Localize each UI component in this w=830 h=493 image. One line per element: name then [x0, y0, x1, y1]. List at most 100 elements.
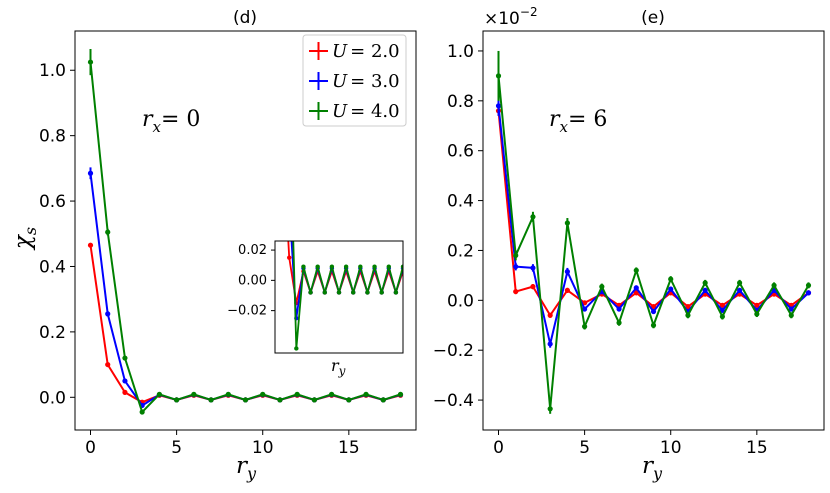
panel-d-series-U40-point-2 — [122, 355, 128, 361]
inset-series-U40-point-12 — [358, 264, 363, 269]
panel-e-series-U30-point-17 — [788, 306, 794, 312]
panel-e: 0 5 10 15 −0.4 −0.2 0.0 0.2 0.4 0.6 0.8 1.0 (e) ×10… — [433, 5, 825, 483]
inset-ytick-label-1: 0.00 — [238, 273, 267, 288]
inset-series-U40-point-5 — [308, 290, 313, 295]
panel-d-ytick-label-4: 0.8 — [39, 127, 66, 147]
inset-series-U40-point-7 — [322, 290, 327, 295]
panel-d-series-U40-point-13 — [311, 397, 317, 403]
panel-e-xtick-label-2: 10 — [660, 438, 682, 458]
inset-series-U40-point-11 — [351, 290, 356, 295]
inset-ytick-label-0: −0.02 — [227, 304, 267, 319]
panel-d-series-U40-point-10 — [260, 391, 266, 397]
panel-e-series-U30-point-12 — [702, 287, 708, 293]
panel-e-series-U30-point-1 — [513, 264, 519, 270]
panel-d-series-U40-point-18 — [397, 391, 404, 397]
inset-series-U40-point-3 — [294, 346, 299, 351]
panel-e-ytick-label-5: 0.6 — [447, 142, 474, 162]
panel-d-title: (d) — [233, 8, 257, 28]
panel-e-series-U30-point-7 — [616, 306, 622, 312]
inset-series-U30-point-2 — [287, 202, 291, 206]
inset-series-U40-point-2 — [287, 97, 291, 101]
panel-d-series-U40-point-5 — [174, 397, 180, 403]
panel-d-series-U40-point-16 — [363, 391, 369, 397]
panel-e-series-U40-point-13 — [719, 313, 725, 320]
inset-ytick-label-2: 0.02 — [238, 243, 267, 258]
legend-entry-u2: U = 2.0 — [309, 41, 400, 62]
panel-e-series-U20-point-15 — [754, 302, 760, 308]
panel-e-series-U20-point-3 — [547, 312, 553, 318]
panel-e-series-U40-point-7 — [616, 320, 622, 326]
panel-e-series-U20-point-2 — [530, 284, 536, 290]
panel-d-series-U20-point-0 — [87, 242, 94, 248]
panel-d-series-U40-point-9 — [242, 397, 249, 403]
panel-d-series-U40-point-15 — [346, 397, 352, 403]
panel-e-series-U40-point-1 — [513, 252, 519, 259]
panel-e-series-U40-point-3 — [547, 406, 553, 412]
inset-plot: −0.02 0.00 0.02 ry — [227, 97, 404, 378]
panel-e-xtick-label-1: 5 — [579, 438, 590, 458]
inset-series-U40-point-17 — [393, 290, 399, 295]
panel-d-axes: 0 5 10 15 0.0 0.2 0.4 0.6 0.8 1.0 — [39, 61, 360, 458]
panel-e-series-U30-point-9 — [650, 308, 657, 315]
panel-d: 0 5 10 15 0.0 0.2 0.4 0.6 0.8 1.0 (d) rx= 0 ry χs… — [10, 8, 417, 483]
panel-e-series-U40-point-0 — [495, 73, 502, 79]
panel-e-series-U40-point-14 — [737, 280, 743, 286]
inset-series-U40-point-6 — [315, 264, 320, 269]
legend-box — [302, 34, 407, 127]
panel-e-axes: 0 5 10 15 −0.4 −0.2 0.0 0.2 0.4 0.6 0.8 1.0 — [433, 42, 768, 458]
panel-e-title: (e) — [641, 8, 665, 28]
inset-frame — [274, 240, 404, 354]
panel-e-series-U30-point-10 — [668, 286, 674, 292]
panel-d-ytick-label-1: 0.2 — [39, 323, 66, 343]
panel-e-series-U20-point-13 — [719, 302, 725, 308]
inset-series-U20-point-2 — [287, 255, 292, 260]
legend: U = 2.0 U = 3.0 U = 4.0 — [302, 34, 407, 127]
panel-e-ytick-label-2: 0.0 — [447, 291, 474, 311]
panel-e-series-U30-point-5 — [582, 306, 588, 312]
panel-d-series-U40-point-1 — [105, 229, 111, 235]
panel-e-series-U30-point-13 — [719, 307, 725, 313]
panel-e-series-U40-point-5 — [582, 323, 588, 330]
legend-label-u2: U = 2.0 — [332, 41, 400, 62]
panel-e-series-U40-point-12 — [702, 280, 708, 286]
panel-d-series-U40-point-12 — [294, 391, 300, 397]
panel-e-series-U40-line — [497, 75, 810, 410]
panel-e-series-U40-point-18 — [805, 282, 812, 288]
inset-series-U40-point-8 — [329, 264, 335, 269]
inset-series-U40-point-16 — [386, 264, 391, 269]
panel-e-series-U30-point-4 — [564, 269, 570, 275]
inset-series-U20-point-1 — [280, 127, 284, 131]
panel-e-scale-label: ×10−2 — [484, 5, 538, 29]
panel-e-annotation: rx= 6 — [549, 107, 607, 136]
panel-e-series-U40-point-10 — [668, 276, 674, 282]
panel-d-ylabel: χs — [10, 227, 40, 251]
panel-d-ytick-label-5: 1.0 — [39, 61, 66, 81]
panel-e-xtick-label-0: 0 — [493, 438, 504, 458]
panel-d-series-U40-point-6 — [191, 391, 197, 397]
legend-entry-u3: U = 3.0 — [309, 71, 400, 92]
panel-e-series-U30-point-8 — [633, 285, 639, 291]
panel-d-series-U40-point-4 — [156, 391, 162, 397]
panel-d-ytick-label-3: 0.6 — [39, 192, 66, 212]
panel-e-xtick-label-3: 15 — [746, 438, 768, 458]
panel-e-series-U30-point-14 — [737, 287, 743, 293]
panel-e-ytick-label-4: 0.4 — [447, 192, 474, 212]
panel-d-series-U40-point-11 — [277, 397, 283, 403]
inset-xlabel: ry — [331, 356, 346, 378]
panel-d-series-U40-point-7 — [208, 397, 214, 403]
panel-e-series-U30-point-3 — [547, 341, 553, 347]
panel-e-series-U20-point-8 — [633, 290, 639, 296]
panel-d-series-layer — [87, 48, 404, 415]
inset-series-U40-point-13 — [365, 290, 370, 295]
panel-e-series-U40-point-17 — [788, 312, 794, 318]
panel-d-series-U40-point-14 — [329, 391, 335, 397]
panel-d-series-U20-point-2 — [122, 389, 128, 395]
inset-series-U40-point-9 — [336, 290, 342, 295]
inset-series-U40-point-4 — [301, 264, 306, 269]
panel-e-series-U40-point-6 — [599, 284, 605, 290]
panel-e-series-U40-point-15 — [754, 311, 760, 317]
panel-e-series-U20-point-1 — [513, 288, 519, 295]
legend-label-u3: U = 3.0 — [332, 71, 400, 92]
panel-e-series-U40-point-11 — [685, 312, 691, 318]
